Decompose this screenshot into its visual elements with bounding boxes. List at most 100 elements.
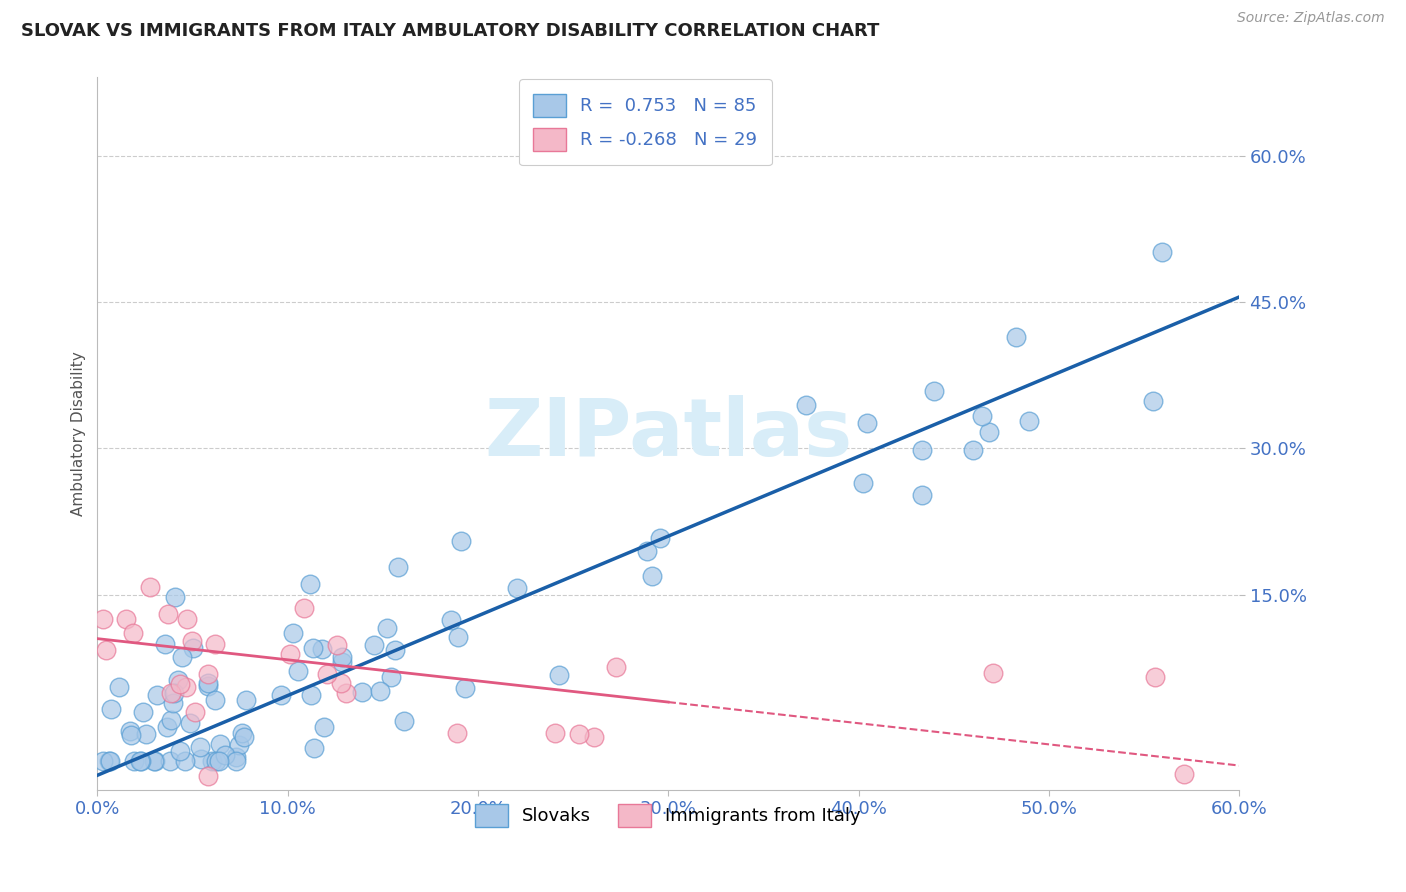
Point [283,626,305,640]
Point [174,754,197,768]
Point [233,731,256,745]
Point [197,679,219,693]
Point [302,740,325,755]
Point [91,612,114,626]
Point [98,754,121,768]
Point [129,754,152,768]
Point [121,626,143,640]
Y-axis label: Ambulatory Disability: Ambulatory Disability [72,351,86,516]
Point [188,739,211,754]
Point [201,754,224,768]
Point [179,716,201,731]
Point [209,737,232,751]
Point [228,739,250,753]
Point [145,688,167,702]
Point [384,643,406,657]
Point [131,706,153,720]
Point [204,693,226,707]
Text: Source: ZipAtlas.com: Source: ZipAtlas.com [1237,11,1385,25]
Point [128,754,150,768]
Point [143,754,166,768]
Point [94,643,117,657]
Point [568,727,591,741]
Point [181,640,204,655]
Point [139,580,162,594]
Point [446,630,468,644]
Point [794,399,817,413]
Point [312,721,335,735]
Point [302,640,325,655]
Point [169,677,191,691]
Legend: Slovaks, Immigrants from Italy: Slovaks, Immigrants from Italy [468,797,869,834]
Point [350,685,373,699]
Point [506,581,529,595]
Point [316,666,339,681]
Point [287,664,309,678]
Point [583,730,606,744]
Point [205,754,228,768]
Point [270,688,292,702]
Point [981,665,1004,680]
Point [135,727,157,741]
Point [190,752,212,766]
Point [911,488,934,502]
Point [197,667,219,681]
Point [368,683,391,698]
Point [380,670,402,684]
Point [122,754,145,768]
Point [91,754,114,768]
Point [169,744,191,758]
Point [910,443,932,458]
Point [311,641,333,656]
Point [197,675,219,690]
Point [100,702,122,716]
Point [231,726,253,740]
Point [605,659,627,673]
Point [160,686,183,700]
Point [98,754,121,768]
Point [922,384,945,398]
Point [299,689,322,703]
Point [650,531,672,545]
Point [450,533,472,548]
Point [156,720,179,734]
Point [197,769,219,783]
Point [979,425,1001,439]
Point [292,601,315,615]
Point [440,613,463,627]
Point [856,416,879,430]
Point [548,667,571,681]
Text: SLOVAK VS IMMIGRANTS FROM ITALY AMBULATORY DISABILITY CORRELATION CHART: SLOVAK VS IMMIGRANTS FROM ITALY AMBULATO… [21,22,880,40]
Point [1173,767,1195,781]
Point [214,747,236,762]
Point [120,728,142,742]
Point [852,475,875,490]
Point [176,680,198,694]
Point [225,754,247,768]
Point [446,726,468,740]
Point [454,681,477,696]
Point [235,693,257,707]
Point [299,576,322,591]
Point [115,612,138,626]
Point [159,754,181,768]
Point [208,754,231,768]
Point [330,649,353,664]
Point [1018,414,1040,428]
Point [392,714,415,729]
Point [326,638,349,652]
Point [330,655,353,669]
Point [184,705,207,719]
Point [160,713,183,727]
Point [180,633,202,648]
Point [162,696,184,710]
Point [544,726,567,740]
Point [170,649,193,664]
Point [118,724,141,739]
Point [387,560,409,574]
Point [108,680,131,694]
Point [1142,393,1164,408]
Point [970,409,993,424]
Point [167,673,190,687]
Point [377,621,399,635]
